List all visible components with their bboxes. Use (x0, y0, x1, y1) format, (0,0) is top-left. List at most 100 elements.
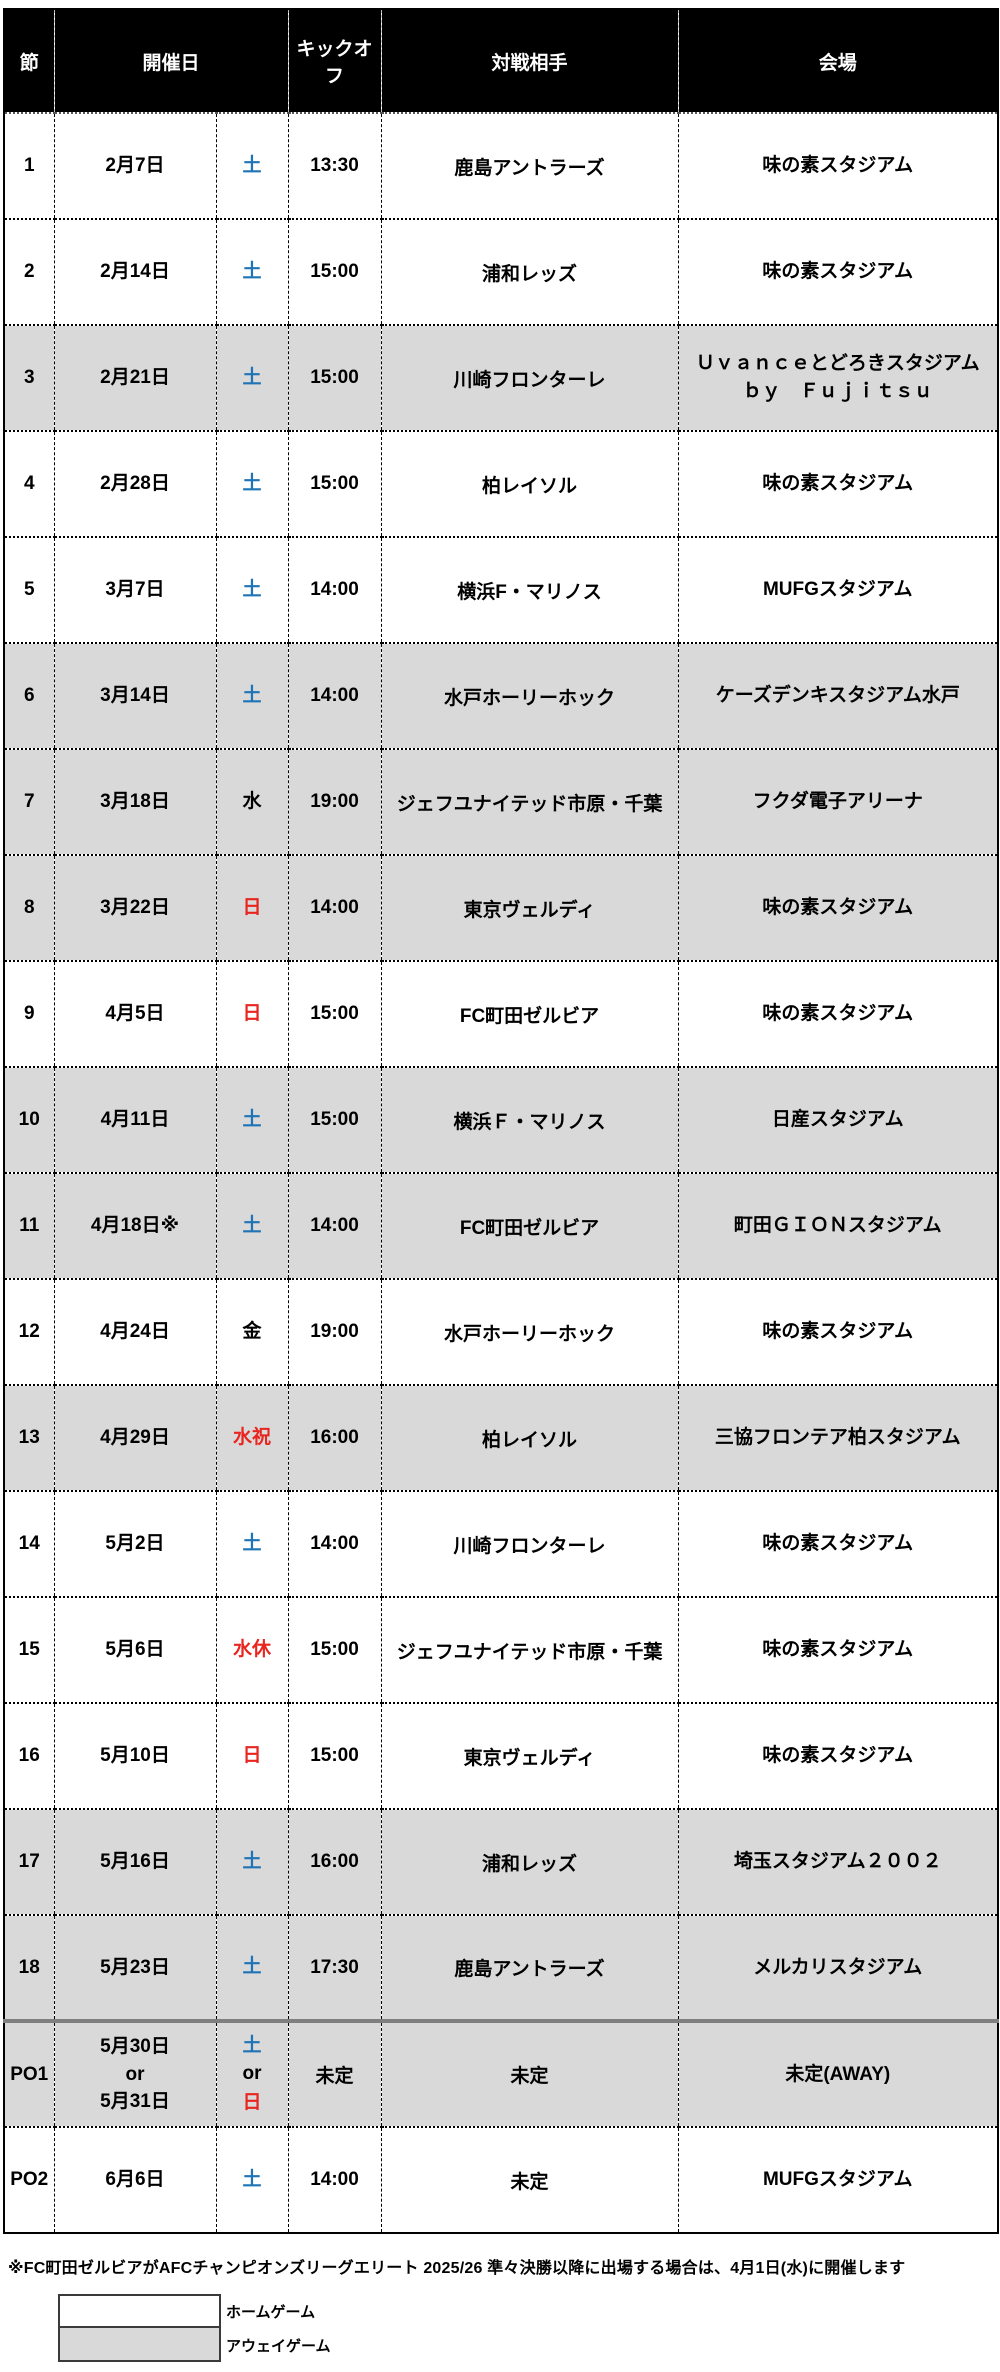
table-row: 3 2月21日 土 15:00 川崎フロンターレ Ｕｖａｎｃｅとどろきスタジアム… (4, 325, 999, 432)
opponent: 未定 (381, 2127, 679, 2233)
table-row: 4 2月28日 土 15:00 柏レイソル 味の素スタジアム (4, 431, 999, 538)
round-number: 14 (4, 1491, 55, 1598)
day-option-or: or (242, 2063, 262, 2085)
opponent: FC町田ゼルビア (381, 1173, 679, 1280)
opponent: 横浜Ｆ・マリノス (381, 1067, 679, 1174)
venue: 味の素スタジアム (678, 431, 999, 538)
venue: 日産スタジアム (678, 1067, 999, 1174)
day-of-week: 土 (216, 113, 289, 220)
opponent: 東京ヴェルディ (381, 1703, 679, 1810)
day-of-week: 土 (216, 219, 289, 326)
day-of-week: 土 (216, 1491, 289, 1598)
legend: ホームゲーム アウェイゲーム (58, 2294, 997, 2362)
round-number: 4 (4, 431, 55, 538)
round-number: 5 (4, 537, 55, 644)
round-number: 7 (4, 749, 55, 856)
table-row: 9 4月5日 日 15:00 FC町田ゼルビア 味の素スタジアム (4, 961, 999, 1068)
match-date: 4月24日 (54, 1279, 217, 1386)
table-row: 17 5月16日 土 16:00 浦和レッズ 埼玉スタジアム２００２ (4, 1809, 999, 1916)
venue: 味の素スタジアム (678, 219, 999, 326)
match-date: 3月14日 (54, 643, 217, 750)
match-date: 5月16日 (54, 1809, 217, 1916)
opponent: 浦和レッズ (381, 1809, 679, 1916)
legend-home-swatch (58, 2294, 221, 2328)
header-date: 開催日 (54, 9, 289, 114)
day-option-2: 日 (242, 2091, 262, 2113)
round-number: 8 (4, 855, 55, 962)
round-number: 12 (4, 1279, 55, 1386)
kickoff-time: 14:00 (288, 2127, 382, 2233)
day-of-week: 日 (216, 1703, 289, 1810)
match-date: 6月6日 (54, 2127, 217, 2233)
round-number: 13 (4, 1385, 55, 1492)
table-row: 2 2月14日 土 15:00 浦和レッズ 味の素スタジアム (4, 219, 999, 326)
match-date: 4月18日※ (54, 1173, 217, 1280)
table-row: 12 4月24日 金 19:00 水戸ホーリーホック 味の素スタジアム (4, 1279, 999, 1386)
match-date: 3月7日 (54, 537, 217, 644)
day-of-week: 土 (216, 2127, 289, 2233)
table-row: 5 3月7日 土 14:00 横浜F・マリノス MUFGスタジアム (4, 537, 999, 644)
day-of-week: 日 (216, 961, 289, 1068)
legend-away-label: アウェイゲーム (226, 2337, 331, 2355)
kickoff-time: 未定 (288, 2019, 382, 2128)
opponent: 川崎フロンターレ (381, 325, 679, 432)
opponent: 浦和レッズ (381, 219, 679, 326)
match-date: 5月6日 (54, 1597, 217, 1704)
venue: 味の素スタジアム (678, 1597, 999, 1704)
venue: MUFGスタジアム (678, 2127, 999, 2233)
day-of-week: 土 (216, 1173, 289, 1280)
day-of-week: 水 (216, 749, 289, 856)
match-date: 2月7日 (54, 113, 217, 220)
opponent: FC町田ゼルビア (381, 961, 679, 1068)
opponent: ジェフユナイテッド市原・千葉 (381, 749, 679, 856)
round-number: PO1 (4, 2019, 55, 2128)
legend-home-label: ホームゲーム (226, 2303, 316, 2321)
day-of-week: 水祝 (216, 1385, 289, 1492)
kickoff-time: 15:00 (288, 1067, 382, 1174)
day-of-week: 土 (216, 1915, 289, 2022)
header-round: 節 (4, 9, 55, 114)
day-of-week: 土 (216, 537, 289, 644)
venue: ケーズデンキスタジアム水戸 (678, 643, 999, 750)
table-row: 13 4月29日 水祝 16:00 柏レイソル 三協フロンテア柏スタジアム (4, 1385, 999, 1492)
venue: 町田ＧＩＯＮスタジアム (678, 1173, 999, 1280)
round-number: 11 (4, 1173, 55, 1280)
header-kickoff: キックオフ (288, 9, 382, 114)
match-date: 4月29日 (54, 1385, 217, 1492)
kickoff-time: 15:00 (288, 431, 382, 538)
round-number: 18 (4, 1915, 55, 2022)
table-row: 16 5月10日 日 15:00 東京ヴェルディ 味の素スタジアム (4, 1703, 999, 1810)
venue: フクダ電子アリーナ (678, 749, 999, 856)
venue: 埼玉スタジアム２００２ (678, 1809, 999, 1916)
venue: 味の素スタジアム (678, 1703, 999, 1810)
day-of-week: 日 (216, 855, 289, 962)
venue: MUFGスタジアム (678, 537, 999, 644)
kickoff-time: 15:00 (288, 1703, 382, 1810)
kickoff-time: 15:00 (288, 1597, 382, 1704)
opponent: 鹿島アントラーズ (381, 113, 679, 220)
footnote: ※FC町田ゼルビアがAFCチャンピオンズリーグエリート 2025/26 準々決勝… (8, 2260, 906, 2277)
kickoff-time: 15:00 (288, 325, 382, 432)
opponent: 未定 (381, 2019, 679, 2128)
opponent: 柏レイソル (381, 431, 679, 538)
venue: メルカリスタジアム (678, 1915, 999, 2022)
venue: 味の素スタジアム (678, 961, 999, 1068)
kickoff-time: 17:30 (288, 1915, 382, 2022)
opponent: 鹿島アントラーズ (381, 1915, 679, 2022)
match-schedule-table: 節 開催日 キックオフ 対戦相手 会場 1 2月7日 土 13:30 鹿島アント… (3, 8, 1000, 2234)
kickoff-time: 16:00 (288, 1385, 382, 1492)
day-of-week: 金 (216, 1279, 289, 1386)
kickoff-time: 19:00 (288, 749, 382, 856)
opponent: 水戸ホーリーホック (381, 1279, 679, 1386)
venue: 三協フロンテア柏スタジアム (678, 1385, 999, 1492)
venue: 味の素スタジアム (678, 113, 999, 220)
kickoff-time: 14:00 (288, 855, 382, 962)
table-row: 11 4月18日※ 土 14:00 FC町田ゼルビア 町田ＧＩＯＮスタジアム (4, 1173, 999, 1280)
match-date: 4月5日 (54, 961, 217, 1068)
day-of-week: 水休 (216, 1597, 289, 1704)
round-number: 6 (4, 643, 55, 750)
round-number: 3 (4, 325, 55, 432)
day-of-week: 土 (216, 1809, 289, 1916)
venue: 味の素スタジアム (678, 855, 999, 962)
